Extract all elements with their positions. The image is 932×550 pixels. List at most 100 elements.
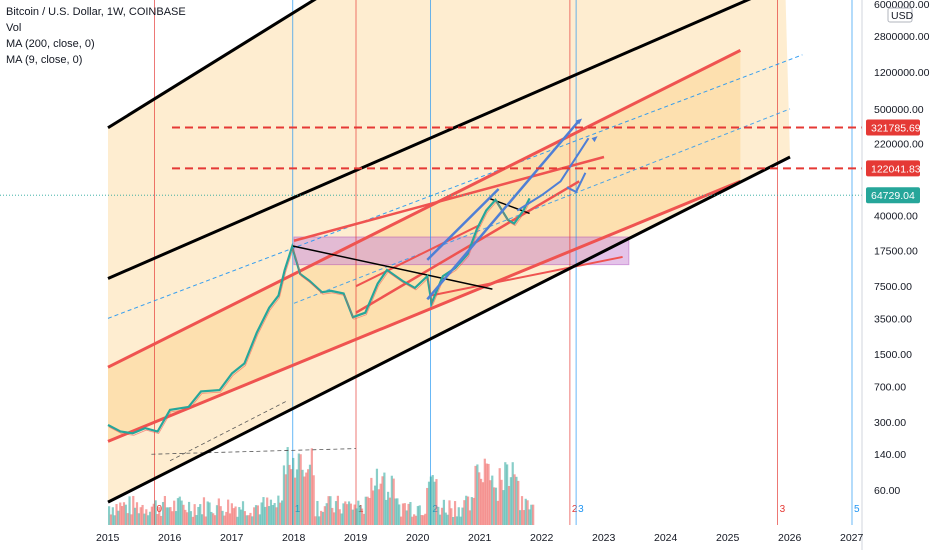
volume-bar — [333, 512, 336, 525]
volume-bar — [360, 508, 364, 525]
volume-bar — [227, 499, 230, 525]
volume-bar — [407, 503, 410, 525]
volume-bar — [124, 504, 127, 525]
volume-bar — [152, 503, 155, 525]
volume-bar — [362, 513, 366, 525]
volume-bar — [115, 504, 118, 525]
legend-ma200[interactable]: MA (200, close, 0) — [6, 38, 95, 50]
volume-bar — [135, 502, 139, 525]
volume-bar — [368, 497, 371, 525]
volume-bar — [506, 464, 509, 525]
volume-bar — [466, 496, 470, 525]
cycle-label: 2 — [572, 504, 578, 515]
x-tick-label: 2023 — [592, 532, 616, 544]
volume-bar — [440, 507, 444, 525]
x-tick-label: 2021 — [468, 532, 492, 544]
y-tick-label: 700.00 — [874, 381, 906, 393]
volume-bar — [455, 516, 459, 525]
currency-label: USD — [891, 10, 914, 22]
volume-bar — [174, 511, 178, 525]
x-tick-label: 2017 — [220, 532, 244, 544]
volume-bar — [143, 513, 146, 525]
volume-bar — [426, 487, 429, 525]
volume-bar — [165, 507, 168, 525]
x-axis-panel — [0, 525, 932, 550]
x-tick-label: 2024 — [654, 532, 678, 544]
volume-bar — [199, 504, 202, 525]
volume-bar — [500, 479, 503, 525]
volume-bar — [517, 480, 520, 525]
volume-bar — [145, 509, 148, 525]
volume-bar — [453, 501, 457, 525]
volume-bar — [390, 475, 393, 525]
volume-bar — [292, 457, 295, 525]
volume-bar — [254, 505, 258, 525]
volume-bar — [202, 497, 206, 525]
volume-bar — [515, 476, 518, 525]
y-tick-label: 40000.00 — [874, 211, 918, 223]
volume-bar — [279, 502, 282, 525]
volume-bar — [519, 510, 522, 525]
price-tag — [866, 119, 920, 136]
volume-bar — [195, 515, 198, 525]
y-tick-label: 140.00 — [874, 449, 906, 461]
volume-bar — [323, 506, 326, 525]
x-tick-label: 2019 — [344, 532, 368, 544]
volume-bar — [161, 502, 165, 525]
volume-bar — [424, 513, 427, 525]
y-tick-label: 1500.00 — [874, 349, 912, 361]
volume-bar — [208, 502, 211, 525]
volume-bar — [485, 463, 488, 525]
volume-bar — [147, 515, 150, 525]
volume-bar — [435, 479, 438, 525]
volume-bar — [522, 510, 525, 525]
volume-bar — [303, 476, 306, 525]
volume-bar — [295, 469, 299, 525]
volume-bar — [232, 508, 235, 525]
volume-bar — [431, 475, 434, 525]
legend: Bitcoin / U.S. Dollar, 1W, COINBASE Vol … — [6, 4, 186, 68]
volume-bar — [463, 500, 466, 525]
volume-bar — [450, 508, 453, 525]
volume-bar — [121, 506, 124, 525]
midline-2 — [293, 108, 791, 304]
volume-bar — [108, 506, 111, 525]
volume-bar — [344, 501, 347, 525]
volume-bar — [280, 500, 284, 525]
volume-bar — [109, 514, 113, 525]
volume-bar — [189, 511, 193, 525]
volume-bar — [532, 504, 535, 525]
volume-bar — [247, 515, 250, 525]
volume-bar — [273, 503, 276, 525]
volume-bar — [370, 477, 373, 525]
volume-bar — [297, 453, 300, 525]
cycle-label: 3 — [578, 504, 584, 515]
volume-bar — [498, 468, 501, 525]
x-tick-label: 2026 — [778, 532, 802, 544]
channel-black-upper-visible — [107, 0, 752, 280]
midline — [107, 54, 803, 319]
volume-bar — [260, 502, 263, 525]
volume-bar — [437, 506, 440, 525]
red-support — [430, 255, 623, 297]
volume-bar — [119, 502, 122, 525]
y-tick-label: 3500.00 — [874, 313, 912, 325]
volume-bar — [405, 510, 408, 525]
volume-bar — [351, 509, 354, 525]
legend-vol[interactable]: Vol — [6, 22, 22, 34]
volume-bar — [305, 472, 308, 525]
dashed-grey-1 — [169, 400, 288, 462]
volume-bar — [245, 515, 248, 525]
blue-arrow-2 — [426, 188, 500, 261]
legend-ma9[interactable]: MA (9, close, 0) — [6, 54, 83, 66]
volume-bar — [156, 514, 159, 525]
volume-bar — [357, 500, 360, 525]
volume-bar — [442, 499, 445, 525]
volume-bar — [414, 515, 418, 525]
volume-bar — [111, 507, 114, 525]
volume-bar — [359, 505, 362, 525]
volume-bar — [160, 515, 163, 525]
volume-bar — [530, 504, 533, 525]
y-tick-label: 17500.00 — [874, 245, 918, 257]
